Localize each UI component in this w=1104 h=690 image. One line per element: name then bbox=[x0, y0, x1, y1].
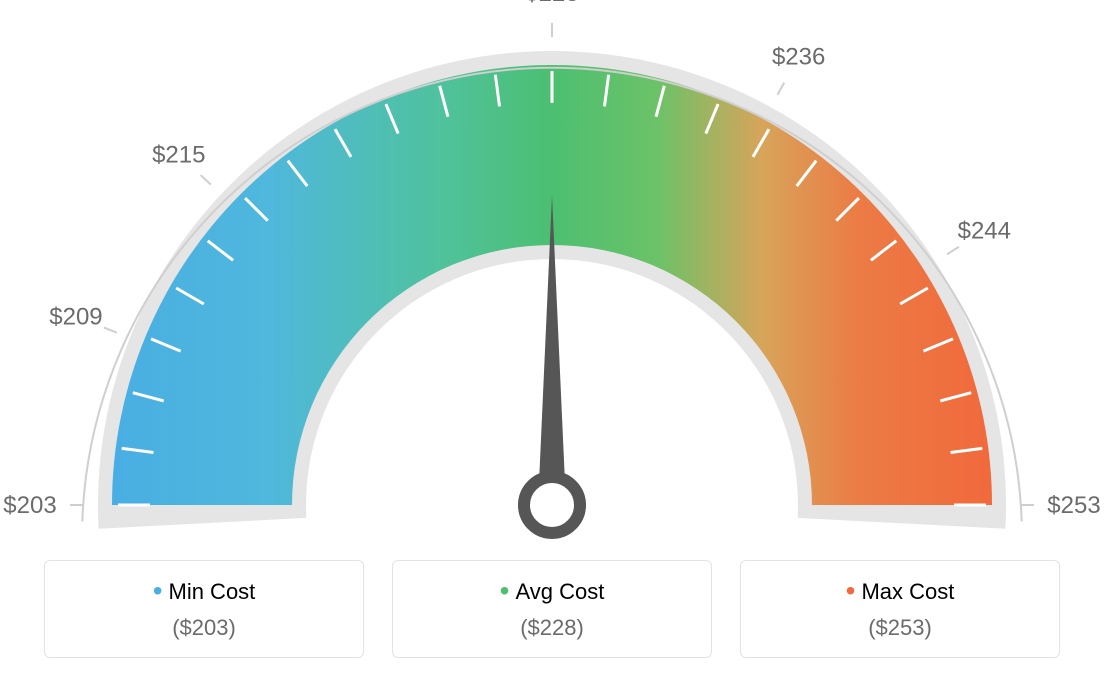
svg-text:$228: $228 bbox=[525, 0, 578, 7]
legend-max-value: ($253) bbox=[741, 615, 1059, 641]
legend-card-min: •Min Cost ($203) bbox=[44, 560, 364, 658]
gauge-chart: $203 $209 $215 $228 $236 $244 $253 bbox=[0, 0, 1104, 560]
svg-text:$215: $215 bbox=[152, 142, 205, 169]
legend-avg-dot: • bbox=[500, 575, 510, 606]
svg-text:$209: $209 bbox=[49, 304, 102, 331]
legend-row: •Min Cost ($203) •Avg Cost ($228) •Max C… bbox=[0, 560, 1104, 658]
legend-card-avg: •Avg Cost ($228) bbox=[392, 560, 712, 658]
svg-text:$203: $203 bbox=[3, 492, 56, 519]
legend-min-label: Min Cost bbox=[169, 579, 256, 604]
legend-avg-value: ($228) bbox=[393, 615, 711, 641]
legend-max-label: Max Cost bbox=[861, 579, 954, 604]
legend-min-title: •Min Cost bbox=[45, 579, 363, 605]
gauge-svg: $203 $209 $215 $228 $236 $244 $253 bbox=[0, 0, 1104, 560]
legend-avg-label: Avg Cost bbox=[515, 579, 604, 604]
svg-text:$244: $244 bbox=[958, 218, 1011, 245]
legend-max-title: •Max Cost bbox=[741, 579, 1059, 605]
legend-card-max: •Max Cost ($253) bbox=[740, 560, 1060, 658]
svg-text:$253: $253 bbox=[1047, 492, 1100, 519]
legend-max-dot: • bbox=[846, 575, 856, 606]
legend-min-dot: • bbox=[153, 575, 163, 606]
legend-avg-title: •Avg Cost bbox=[393, 579, 711, 605]
legend-min-value: ($203) bbox=[45, 615, 363, 641]
svg-text:$236: $236 bbox=[772, 43, 825, 70]
